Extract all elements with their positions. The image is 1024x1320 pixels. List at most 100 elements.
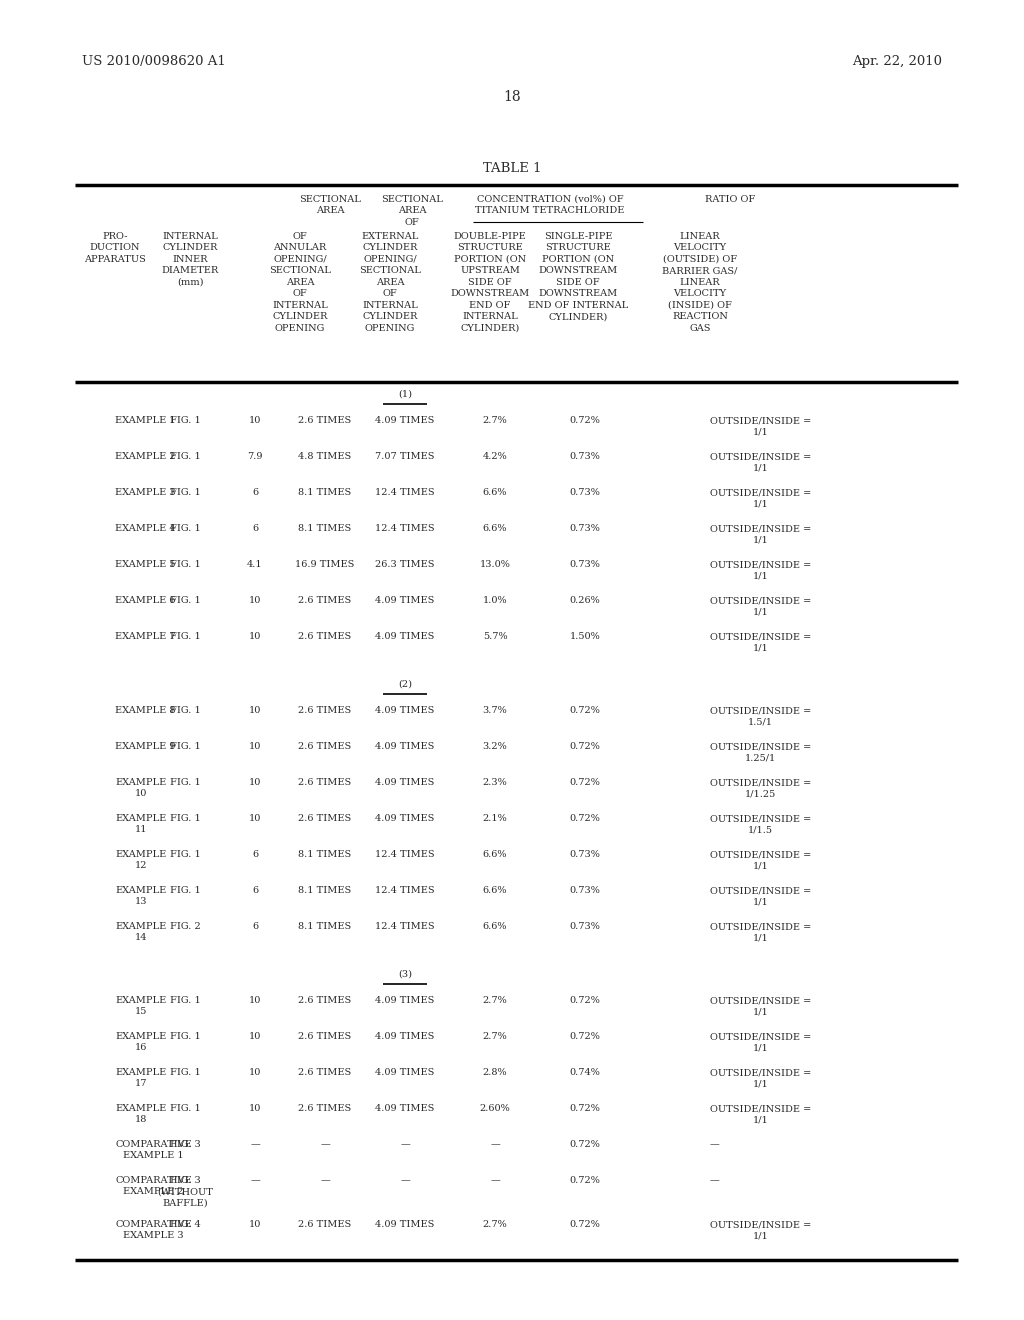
Text: 6: 6 [252,921,258,931]
Text: FIG. 1: FIG. 1 [170,814,201,822]
Text: CONCENTRATION (vol%) OF
TITANIUM TETRACHLORIDE: CONCENTRATION (vol%) OF TITANIUM TETRACH… [475,195,625,215]
Text: 2.7%: 2.7% [482,416,507,425]
Text: SINGLE-PIPE
STRUCTURE
PORTION (ON
DOWNSTREAM
SIDE OF
DOWNSTREAM
END OF INTERNAL
: SINGLE-PIPE STRUCTURE PORTION (ON DOWNST… [528,232,628,321]
Text: OF
ANNULAR
OPENING/
SECTIONAL
AREA
OF
INTERNAL
CYLINDER
OPENING: OF ANNULAR OPENING/ SECTIONAL AREA OF IN… [269,232,331,333]
Text: EXAMPLE
14: EXAMPLE 14 [115,921,166,942]
Text: EXAMPLE
15: EXAMPLE 15 [115,997,166,1016]
Text: 0.72%: 0.72% [569,1176,600,1185]
Text: 2.60%: 2.60% [479,1104,510,1113]
Text: OUTSIDE/INSIDE =
1/1: OUTSIDE/INSIDE = 1/1 [710,632,811,652]
Text: 10: 10 [249,777,261,787]
Text: FIG. 1: FIG. 1 [170,632,201,642]
Text: —: — [250,1140,260,1148]
Text: OUTSIDE/INSIDE =
1/1: OUTSIDE/INSIDE = 1/1 [710,488,811,508]
Text: 4.09 TIMES: 4.09 TIMES [376,1220,434,1229]
Text: —: — [490,1140,500,1148]
Text: OUTSIDE/INSIDE =
1/1: OUTSIDE/INSIDE = 1/1 [710,416,811,437]
Text: EXAMPLE 3: EXAMPLE 3 [115,488,176,498]
Text: EXAMPLE
18: EXAMPLE 18 [115,1104,166,1125]
Text: 6: 6 [252,850,258,859]
Text: 12.4 TIMES: 12.4 TIMES [375,524,435,533]
Text: FIG. 1: FIG. 1 [170,1104,201,1113]
Text: 2.7%: 2.7% [482,1032,507,1041]
Text: OUTSIDE/INSIDE =
1/1: OUTSIDE/INSIDE = 1/1 [710,1220,811,1241]
Text: 0.73%: 0.73% [569,560,600,569]
Text: 2.6 TIMES: 2.6 TIMES [298,1032,351,1041]
Text: 0.72%: 0.72% [569,742,600,751]
Text: FIG. 2: FIG. 2 [170,921,201,931]
Text: 16.9 TIMES: 16.9 TIMES [295,560,354,569]
Text: —: — [710,1140,720,1148]
Text: 10: 10 [249,814,261,822]
Text: 4.09 TIMES: 4.09 TIMES [376,814,434,822]
Text: 2.6 TIMES: 2.6 TIMES [298,1068,351,1077]
Text: 4.09 TIMES: 4.09 TIMES [376,416,434,425]
Text: 4.09 TIMES: 4.09 TIMES [376,1104,434,1113]
Text: 0.72%: 0.72% [569,706,600,715]
Text: —: — [710,1176,720,1185]
Text: 0.73%: 0.73% [569,886,600,895]
Text: 4.09 TIMES: 4.09 TIMES [376,632,434,642]
Text: 2.6 TIMES: 2.6 TIMES [298,416,351,425]
Text: 0.72%: 0.72% [569,1220,600,1229]
Text: 3.2%: 3.2% [482,742,507,751]
Text: OUTSIDE/INSIDE =
1/1: OUTSIDE/INSIDE = 1/1 [710,597,811,616]
Text: INTERNAL
CYLINDER
INNER
DIAMETER
(mm): INTERNAL CYLINDER INNER DIAMETER (mm) [162,232,219,286]
Text: 10: 10 [249,1032,261,1041]
Text: 0.73%: 0.73% [569,850,600,859]
Text: FIG. 1: FIG. 1 [170,850,201,859]
Text: EXAMPLE 5: EXAMPLE 5 [115,560,175,569]
Text: —: — [490,1176,500,1185]
Text: 7.07 TIMES: 7.07 TIMES [375,451,435,461]
Text: 4.09 TIMES: 4.09 TIMES [376,742,434,751]
Text: Apr. 22, 2010: Apr. 22, 2010 [852,55,942,69]
Text: 10: 10 [249,1068,261,1077]
Text: FIG. 1: FIG. 1 [170,488,201,498]
Text: 12.4 TIMES: 12.4 TIMES [375,488,435,498]
Text: 0.26%: 0.26% [569,597,600,605]
Text: 12.4 TIMES: 12.4 TIMES [375,850,435,859]
Text: 0.72%: 0.72% [569,1032,600,1041]
Text: FIG. 1: FIG. 1 [170,451,201,461]
Text: 6: 6 [252,488,258,498]
Text: OUTSIDE/INSIDE =
1/1: OUTSIDE/INSIDE = 1/1 [710,886,811,907]
Text: COMPARATIVE
EXAMPLE 3: COMPARATIVE EXAMPLE 3 [115,1220,191,1241]
Text: 4.09 TIMES: 4.09 TIMES [376,706,434,715]
Text: 2.6 TIMES: 2.6 TIMES [298,632,351,642]
Text: 8.1 TIMES: 8.1 TIMES [298,488,351,498]
Text: 4.2%: 4.2% [482,451,507,461]
Text: FIG. 4: FIG. 4 [170,1220,201,1229]
Text: OUTSIDE/INSIDE =
1/1: OUTSIDE/INSIDE = 1/1 [710,1104,811,1125]
Text: 6.6%: 6.6% [482,850,507,859]
Text: OUTSIDE/INSIDE =
1/1: OUTSIDE/INSIDE = 1/1 [710,1068,811,1089]
Text: 6.6%: 6.6% [482,488,507,498]
Text: 3.7%: 3.7% [482,706,507,715]
Text: 2.6 TIMES: 2.6 TIMES [298,777,351,787]
Text: COMPARATIVE
EXAMPLE 2: COMPARATIVE EXAMPLE 2 [115,1176,191,1196]
Text: 0.72%: 0.72% [569,814,600,822]
Text: 4.09 TIMES: 4.09 TIMES [376,597,434,605]
Text: FIG. 1: FIG. 1 [170,742,201,751]
Text: 10: 10 [249,997,261,1005]
Text: EXAMPLE
16: EXAMPLE 16 [115,1032,166,1052]
Text: EXAMPLE
17: EXAMPLE 17 [115,1068,166,1089]
Text: 2.3%: 2.3% [482,777,507,787]
Text: 4.09 TIMES: 4.09 TIMES [376,1068,434,1077]
Text: 10: 10 [249,1220,261,1229]
Text: 0.72%: 0.72% [569,1104,600,1113]
Text: OUTSIDE/INSIDE =
1/1: OUTSIDE/INSIDE = 1/1 [710,560,811,581]
Text: TABLE 1: TABLE 1 [482,162,542,176]
Text: EXAMPLE 2: EXAMPLE 2 [115,451,176,461]
Text: 0.72%: 0.72% [569,997,600,1005]
Text: EXAMPLE 6: EXAMPLE 6 [115,597,175,605]
Text: EXAMPLE
11: EXAMPLE 11 [115,814,166,834]
Text: OUTSIDE/INSIDE =
1/1.25: OUTSIDE/INSIDE = 1/1.25 [710,777,811,799]
Text: 6.6%: 6.6% [482,524,507,533]
Text: 0.72%: 0.72% [569,1140,600,1148]
Text: 0.74%: 0.74% [569,1068,600,1077]
Text: 10: 10 [249,1104,261,1113]
Text: 0.72%: 0.72% [569,416,600,425]
Text: 18: 18 [503,90,521,104]
Text: OUTSIDE/INSIDE =
1/1.5: OUTSIDE/INSIDE = 1/1.5 [710,814,811,834]
Text: 2.7%: 2.7% [482,1220,507,1229]
